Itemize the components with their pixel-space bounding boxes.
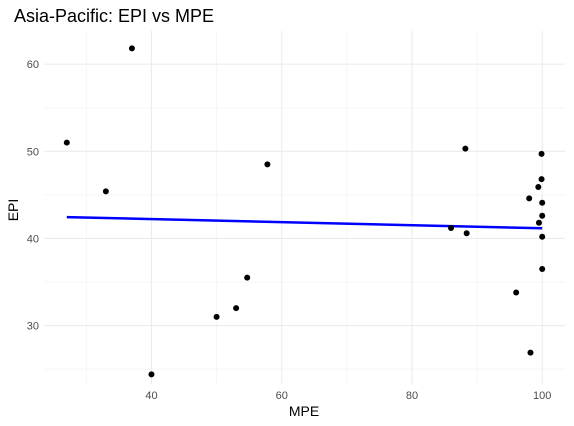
y-axis-title: EPI bbox=[5, 199, 21, 222]
data-point bbox=[63, 139, 70, 146]
y-tick-label: 50 bbox=[27, 146, 39, 158]
data-point bbox=[527, 349, 534, 356]
data-point bbox=[102, 188, 109, 195]
data-point bbox=[213, 313, 220, 320]
y-tick-labels: 30 40 50 60 bbox=[27, 59, 39, 332]
x-tick-label: 80 bbox=[406, 390, 418, 402]
data-point bbox=[535, 219, 542, 226]
regression-line bbox=[66, 215, 543, 230]
points-layer bbox=[63, 45, 546, 378]
data-point bbox=[538, 176, 545, 183]
data-point bbox=[513, 289, 520, 296]
data-point bbox=[539, 233, 546, 240]
data-point bbox=[535, 184, 542, 191]
data-point bbox=[244, 274, 251, 281]
y-tick-label: 60 bbox=[27, 59, 39, 71]
data-point bbox=[463, 230, 470, 237]
data-point bbox=[538, 150, 545, 157]
fit-line-layer bbox=[66, 215, 543, 230]
data-point bbox=[448, 224, 455, 231]
x-tick-label: 40 bbox=[145, 390, 157, 402]
y-tick-label: 30 bbox=[27, 321, 39, 333]
x-tick-label: 60 bbox=[276, 390, 288, 402]
major-gridlines bbox=[44, 31, 565, 384]
x-tick-labels: 40 60 80 100 bbox=[145, 390, 551, 402]
data-point bbox=[128, 45, 135, 52]
y-tick-label: 40 bbox=[27, 233, 39, 245]
data-point bbox=[539, 212, 546, 219]
data-point bbox=[526, 195, 533, 202]
data-point bbox=[148, 371, 155, 378]
data-point bbox=[539, 265, 546, 272]
data-point bbox=[233, 305, 240, 312]
minor-gridlines bbox=[44, 31, 565, 384]
data-point bbox=[539, 199, 546, 206]
data-point bbox=[264, 161, 271, 168]
chart-title: Asia-Pacific: EPI vs MPE bbox=[14, 6, 214, 26]
x-axis-title: MPE bbox=[289, 403, 319, 419]
x-tick-label: 100 bbox=[533, 390, 551, 402]
data-point bbox=[462, 145, 469, 152]
